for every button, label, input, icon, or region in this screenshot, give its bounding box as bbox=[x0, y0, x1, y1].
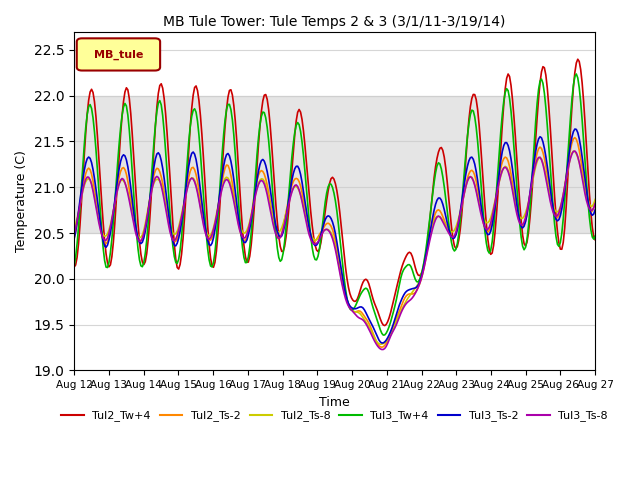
Tul2_Ts-2 bbox=[591, 199, 599, 205]
Tul3_Tw+4 bbox=[252, 171, 259, 177]
Tul3_Ts-8 bbox=[564, 168, 572, 174]
Tul2_Ts-2 bbox=[298, 190, 306, 195]
Tul3_Ts-2 bbox=[252, 187, 259, 192]
Tul2_Tw+4 bbox=[243, 259, 251, 265]
Tul2_Ts-2 bbox=[252, 185, 259, 191]
Text: MB_tule: MB_tule bbox=[93, 49, 143, 60]
Line: Tul3_Tw+4: Tul3_Tw+4 bbox=[74, 74, 595, 335]
Tul2_Ts-2 bbox=[243, 234, 251, 240]
Tul2_Tw+4 bbox=[574, 56, 582, 62]
Tul3_Ts-8 bbox=[226, 180, 234, 186]
Line: Tul3_Ts-8: Tul3_Ts-8 bbox=[74, 151, 595, 349]
Tul3_Ts-8 bbox=[378, 347, 386, 352]
Tul2_Ts-8 bbox=[243, 228, 251, 233]
Tul2_Ts-8 bbox=[252, 191, 259, 197]
Tul3_Ts-2 bbox=[298, 179, 306, 185]
Tul2_Ts-2 bbox=[226, 166, 234, 172]
Tul3_Ts-8 bbox=[571, 148, 579, 154]
Tul2_Tw+4 bbox=[134, 221, 142, 227]
Tul3_Tw+4 bbox=[298, 139, 306, 145]
Tul3_Ts-2 bbox=[571, 126, 579, 132]
Tul2_Ts-8 bbox=[134, 233, 142, 239]
Line: Tul2_Ts-2: Tul2_Ts-2 bbox=[74, 138, 595, 347]
Tul3_Tw+4 bbox=[572, 71, 580, 77]
Tul2_Ts-8 bbox=[298, 197, 306, 203]
Tul3_Ts-2 bbox=[564, 163, 572, 168]
Tul3_Ts-2 bbox=[243, 237, 251, 243]
Tul3_Ts-8 bbox=[243, 231, 251, 237]
Tul3_Ts-8 bbox=[298, 198, 306, 204]
Tul3_Ts-8 bbox=[70, 231, 78, 237]
Tul3_Ts-8 bbox=[134, 237, 142, 242]
Tul2_Tw+4 bbox=[226, 87, 234, 93]
Tul2_Ts-2 bbox=[134, 235, 142, 240]
Title: MB Tule Tower: Tule Temps 2 & 3 (3/1/11-3/19/14): MB Tule Tower: Tule Temps 2 & 3 (3/1/11-… bbox=[163, 15, 506, 29]
Tul2_Ts-2 bbox=[378, 344, 386, 350]
Tul3_Ts-8 bbox=[252, 192, 259, 198]
Tul2_Tw+4 bbox=[591, 237, 599, 243]
Tul3_Tw+4 bbox=[70, 263, 78, 269]
Tul3_Ts-8 bbox=[591, 201, 599, 206]
Tul2_Ts-8 bbox=[70, 226, 78, 231]
Tul3_Ts-2 bbox=[70, 236, 78, 242]
Tul3_Tw+4 bbox=[591, 233, 599, 239]
Tul3_Ts-2 bbox=[378, 340, 386, 346]
Tul3_Tw+4 bbox=[134, 246, 142, 252]
Tul3_Tw+4 bbox=[380, 332, 387, 338]
Line: Tul3_Ts-2: Tul3_Ts-2 bbox=[74, 129, 595, 343]
X-axis label: Time: Time bbox=[319, 396, 350, 408]
Tul2_Tw+4 bbox=[564, 179, 572, 185]
Tul3_Ts-2 bbox=[591, 207, 599, 213]
Tul2_Tw+4 bbox=[252, 185, 259, 191]
FancyBboxPatch shape bbox=[77, 38, 160, 71]
Tul2_Tw+4 bbox=[70, 264, 78, 270]
Legend: Tul2_Tw+4, Tul2_Ts-2, Tul2_Ts-8, Tul3_Tw+4, Tul3_Ts-2, Tul3_Ts-8: Tul2_Tw+4, Tul2_Ts-2, Tul2_Ts-8, Tul3_Tw… bbox=[57, 406, 612, 426]
Tul3_Tw+4 bbox=[243, 260, 251, 265]
Bar bbox=[74, 96, 595, 233]
Line: Tul2_Tw+4: Tul2_Tw+4 bbox=[74, 59, 595, 325]
Tul2_Ts-8 bbox=[591, 197, 599, 203]
Y-axis label: Temperature (C): Temperature (C) bbox=[15, 150, 28, 252]
Tul3_Tw+4 bbox=[226, 102, 234, 108]
Tul3_Tw+4 bbox=[564, 156, 572, 162]
Tul2_Ts-2 bbox=[564, 164, 572, 169]
Tul3_Ts-2 bbox=[134, 235, 142, 241]
Tul2_Tw+4 bbox=[298, 117, 306, 122]
Tul3_Ts-2 bbox=[226, 153, 234, 159]
Tul2_Ts-8 bbox=[226, 178, 234, 183]
Tul2_Ts-8 bbox=[564, 168, 572, 174]
Tul2_Tw+4 bbox=[381, 323, 388, 328]
Tul2_Ts-2 bbox=[571, 135, 579, 141]
Tul2_Ts-8 bbox=[570, 148, 577, 154]
Tul2_Ts-8 bbox=[376, 341, 384, 347]
Tul2_Ts-2 bbox=[70, 235, 78, 241]
Line: Tul2_Ts-8: Tul2_Ts-8 bbox=[74, 151, 595, 344]
